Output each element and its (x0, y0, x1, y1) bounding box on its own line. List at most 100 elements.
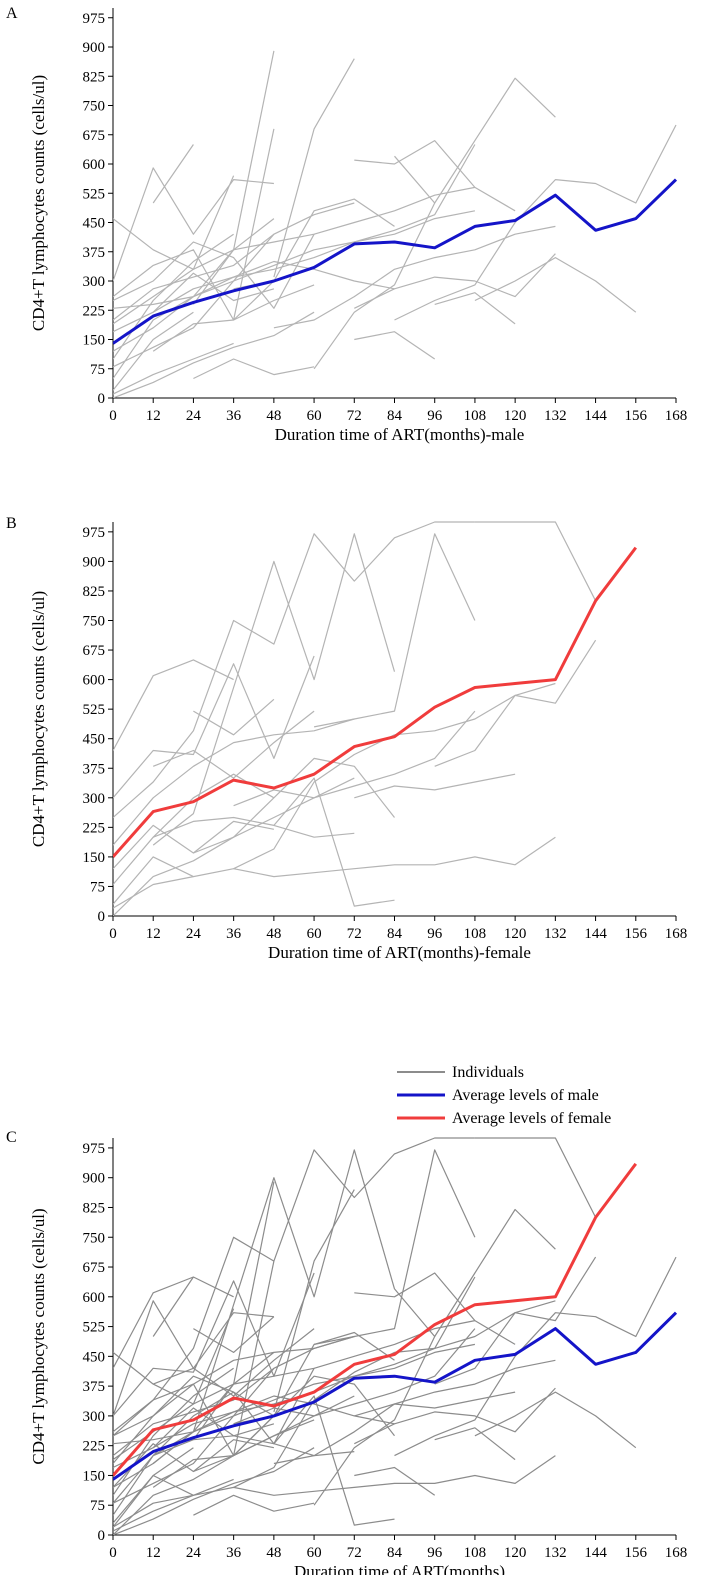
individual-series-line (273, 225, 556, 329)
x-tick-label: 96 (427, 408, 443, 424)
x-tick-label: 144 (584, 408, 607, 424)
x-tick-label: 156 (625, 408, 648, 424)
male-average-line (113, 1311, 678, 1481)
individual-series-line (152, 533, 396, 846)
y-tick-label: 525 (83, 702, 106, 718)
x-tick-label: 168 (665, 1545, 688, 1561)
y-tick-label: 750 (83, 614, 106, 630)
panel-B: B075150225300375450525600675750825900975… (6, 515, 687, 962)
individual-series-line (113, 521, 475, 818)
individual-series-line (113, 1308, 235, 1405)
individual-series-line (193, 1316, 275, 1354)
x-tick-label: 60 (307, 1545, 322, 1561)
individual-series-line (113, 836, 556, 909)
plot-area (113, 521, 637, 916)
male-average-line (113, 178, 678, 345)
female-average-line (113, 546, 637, 858)
panel-A: A075150225300375450525600675750825900975… (6, 5, 687, 444)
individual-series-line (113, 1478, 234, 1532)
individual-series-line (474, 521, 597, 602)
individual-series-line (354, 1391, 516, 1417)
individual-series-line (273, 777, 395, 907)
individual-series-line (113, 175, 235, 270)
y-tick-label: 450 (83, 732, 106, 748)
individual-series-line (113, 233, 315, 309)
x-tick-label: 0 (109, 1545, 117, 1561)
x-tick-label: 60 (307, 408, 322, 424)
individual-series-line (113, 1455, 556, 1528)
individual-series-line (152, 710, 315, 779)
individual-series-line (152, 210, 476, 313)
y-axis-label: CD4+T lymphocytes counts (cells/ul) (29, 1208, 48, 1464)
x-tick-label: 108 (464, 408, 487, 424)
y-axis-label: CD4+T lymphocytes counts (cells/ul) (29, 591, 48, 847)
y-tick-label: 750 (83, 1230, 106, 1246)
individual-series-line (354, 331, 436, 360)
y-tick-label: 600 (83, 157, 106, 173)
x-tick-label: 72 (347, 1545, 362, 1561)
individual-series-line (113, 1407, 275, 1469)
x-tick-label: 12 (146, 408, 161, 424)
panel-C: C075150225300375450525600675750825900975… (6, 1129, 687, 1575)
x-tick-label: 120 (504, 1545, 527, 1561)
individual-series-line (474, 257, 637, 313)
x-tick-label: 48 (266, 926, 281, 942)
plot-area (113, 50, 678, 398)
panel-letter: C (6, 1129, 17, 1146)
individual-series-line (113, 311, 315, 398)
individual-series-line (113, 167, 274, 282)
x-tick-label: 120 (504, 926, 527, 942)
y-tick-label: 0 (98, 391, 106, 407)
x-tick-label: 36 (226, 408, 242, 424)
x-tick-label: 36 (226, 1545, 242, 1561)
individual-series-line (354, 140, 516, 212)
x-tick-label: 156 (625, 926, 648, 942)
x-tick-label: 120 (504, 408, 527, 424)
individual-series-line (113, 202, 355, 321)
individual-series-line (113, 1439, 275, 1488)
individual-series-line (113, 249, 275, 321)
x-tick-label: 168 (665, 408, 688, 424)
individual-series-line (113, 777, 355, 916)
y-tick-label: 975 (83, 525, 106, 541)
y-tick-label: 675 (83, 1260, 106, 1276)
individual-series-line (354, 1387, 556, 1445)
individual-series-line (474, 1391, 637, 1449)
x-tick-label: 132 (544, 408, 567, 424)
individual-series-line (193, 757, 395, 854)
individual-series-line (394, 1300, 556, 1353)
y-tick-label: 225 (83, 303, 106, 319)
individual-series-line (113, 718, 355, 846)
y-tick-label: 300 (83, 1409, 106, 1425)
individual-series-line (152, 284, 315, 352)
individual-series-line (152, 816, 355, 838)
y-tick-label: 150 (83, 1468, 106, 1484)
individual-series-line (113, 260, 395, 352)
individual-series-line (313, 1149, 476, 1345)
x-tick-label: 132 (544, 926, 567, 942)
individual-series-line (394, 682, 556, 736)
y-tick-label: 525 (83, 186, 106, 202)
y-tick-label: 75 (90, 1498, 105, 1514)
y-tick-label: 300 (83, 274, 106, 290)
legend: Individuals Average levels of male Average… (397, 1064, 611, 1127)
individual-series-line (233, 1351, 395, 1488)
individual-series-line (113, 311, 194, 391)
x-tick-label: 84 (387, 926, 403, 942)
x-tick-label: 0 (109, 408, 117, 424)
individual-series-line (354, 253, 556, 309)
individual-series-line (113, 186, 476, 325)
x-tick-label: 108 (464, 1545, 487, 1561)
individual-series-line (152, 144, 194, 204)
y-tick-label: 150 (83, 333, 106, 349)
individual-series-line (354, 1466, 436, 1496)
plot-area (113, 1137, 678, 1535)
individual-series-line (313, 202, 436, 370)
y-tick-label: 825 (83, 584, 106, 600)
y-tick-label: 225 (83, 1439, 106, 1455)
y-tick-label: 900 (83, 1171, 106, 1187)
y-tick-label: 150 (83, 850, 106, 866)
x-tick-label: 24 (186, 1545, 202, 1561)
x-tick-label: 168 (665, 926, 688, 942)
x-tick-label: 24 (186, 926, 202, 942)
